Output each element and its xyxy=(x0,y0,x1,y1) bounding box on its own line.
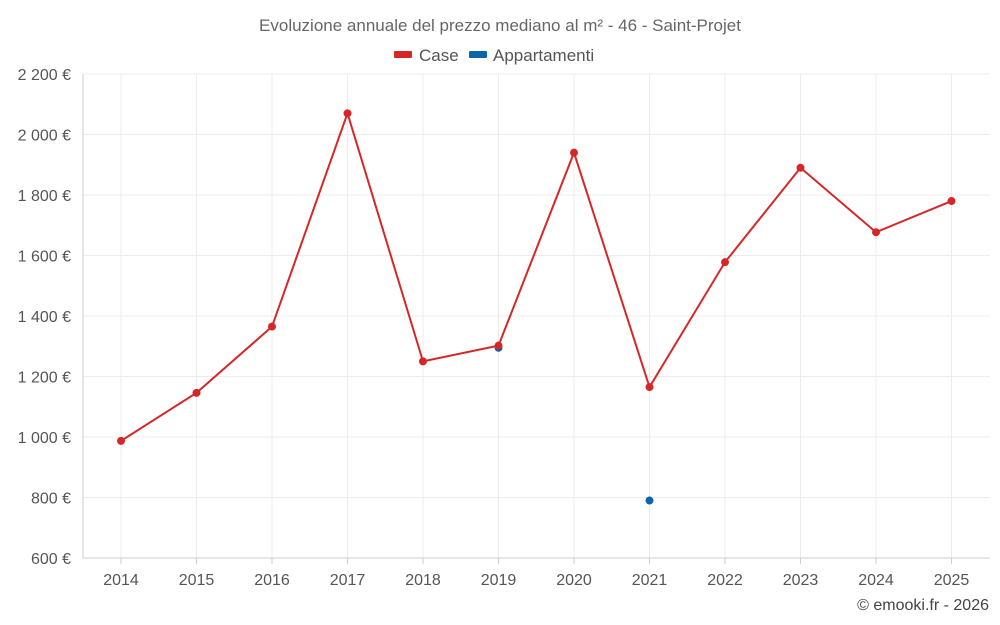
chart-title: Evoluzione annuale del prezzo mediano al… xyxy=(259,16,741,35)
y-tick-label: 1 000 € xyxy=(18,430,71,447)
data-point-case[interactable] xyxy=(796,163,805,172)
y-tick-label: 2 200 € xyxy=(18,67,71,84)
x-tick-label: 2015 xyxy=(179,572,215,589)
legend-item-appartamenti[interactable]: Appartamenti xyxy=(469,46,594,65)
x-tick-label: 2017 xyxy=(330,572,366,589)
series xyxy=(117,109,956,505)
data-point-case[interactable] xyxy=(192,388,201,397)
axes: 600 € 800 € 1 000 € 1 200 € 1 400 € 1 600 € 1 … xyxy=(18,67,990,589)
x-tick-label: 2019 xyxy=(481,572,517,589)
x-tick-label: 2014 xyxy=(103,572,139,589)
data-point-case[interactable] xyxy=(494,341,503,350)
x-tick-label: 2023 xyxy=(783,572,819,589)
y-tick-label: 600 € xyxy=(31,551,71,568)
data-point-case[interactable] xyxy=(721,258,729,267)
legend-swatch-case xyxy=(394,51,412,58)
series-case xyxy=(117,109,956,445)
y-tick-label: 2 000 € xyxy=(18,128,71,145)
series-line-case xyxy=(120,110,952,442)
x-tick-label: 2016 xyxy=(254,572,290,589)
y-tick-label: 1 400 € xyxy=(18,309,71,326)
y-tick-label: 800 € xyxy=(31,491,71,508)
y-tick-label: 1 200 € xyxy=(18,370,71,387)
data-point-case[interactable] xyxy=(947,197,956,206)
x-tick-label: 2024 xyxy=(858,572,894,589)
y-tick-label: 1 800 € xyxy=(18,188,71,205)
data-point-appartamenti[interactable] xyxy=(645,496,654,505)
data-point-case[interactable] xyxy=(872,228,880,237)
legend-label-case: Case xyxy=(419,46,459,65)
legend-item-case[interactable]: Case xyxy=(394,46,459,65)
grid xyxy=(83,73,990,558)
x-tick-label: 2022 xyxy=(707,572,743,589)
data-point-case[interactable] xyxy=(117,436,125,445)
legend[interactable]: Case Appartamenti xyxy=(394,46,594,65)
x-tick-label: 2021 xyxy=(632,572,668,589)
legend-label-appartamenti: Appartamenti xyxy=(493,46,594,65)
data-point-case[interactable] xyxy=(570,148,578,157)
data-point-case[interactable] xyxy=(419,357,427,366)
data-point-case[interactable] xyxy=(343,109,352,118)
credit-text: © emooki.fr - 2026 xyxy=(857,597,989,614)
x-tick-label: 2025 xyxy=(934,572,970,589)
legend-swatch-appartamenti xyxy=(469,51,487,58)
data-point-case[interactable] xyxy=(268,322,276,331)
x-tick-label: 2018 xyxy=(405,572,441,589)
y-tick-label: 1 600 € xyxy=(18,249,71,266)
x-tick-label: 2020 xyxy=(556,572,592,589)
data-point-case[interactable] xyxy=(645,383,654,392)
